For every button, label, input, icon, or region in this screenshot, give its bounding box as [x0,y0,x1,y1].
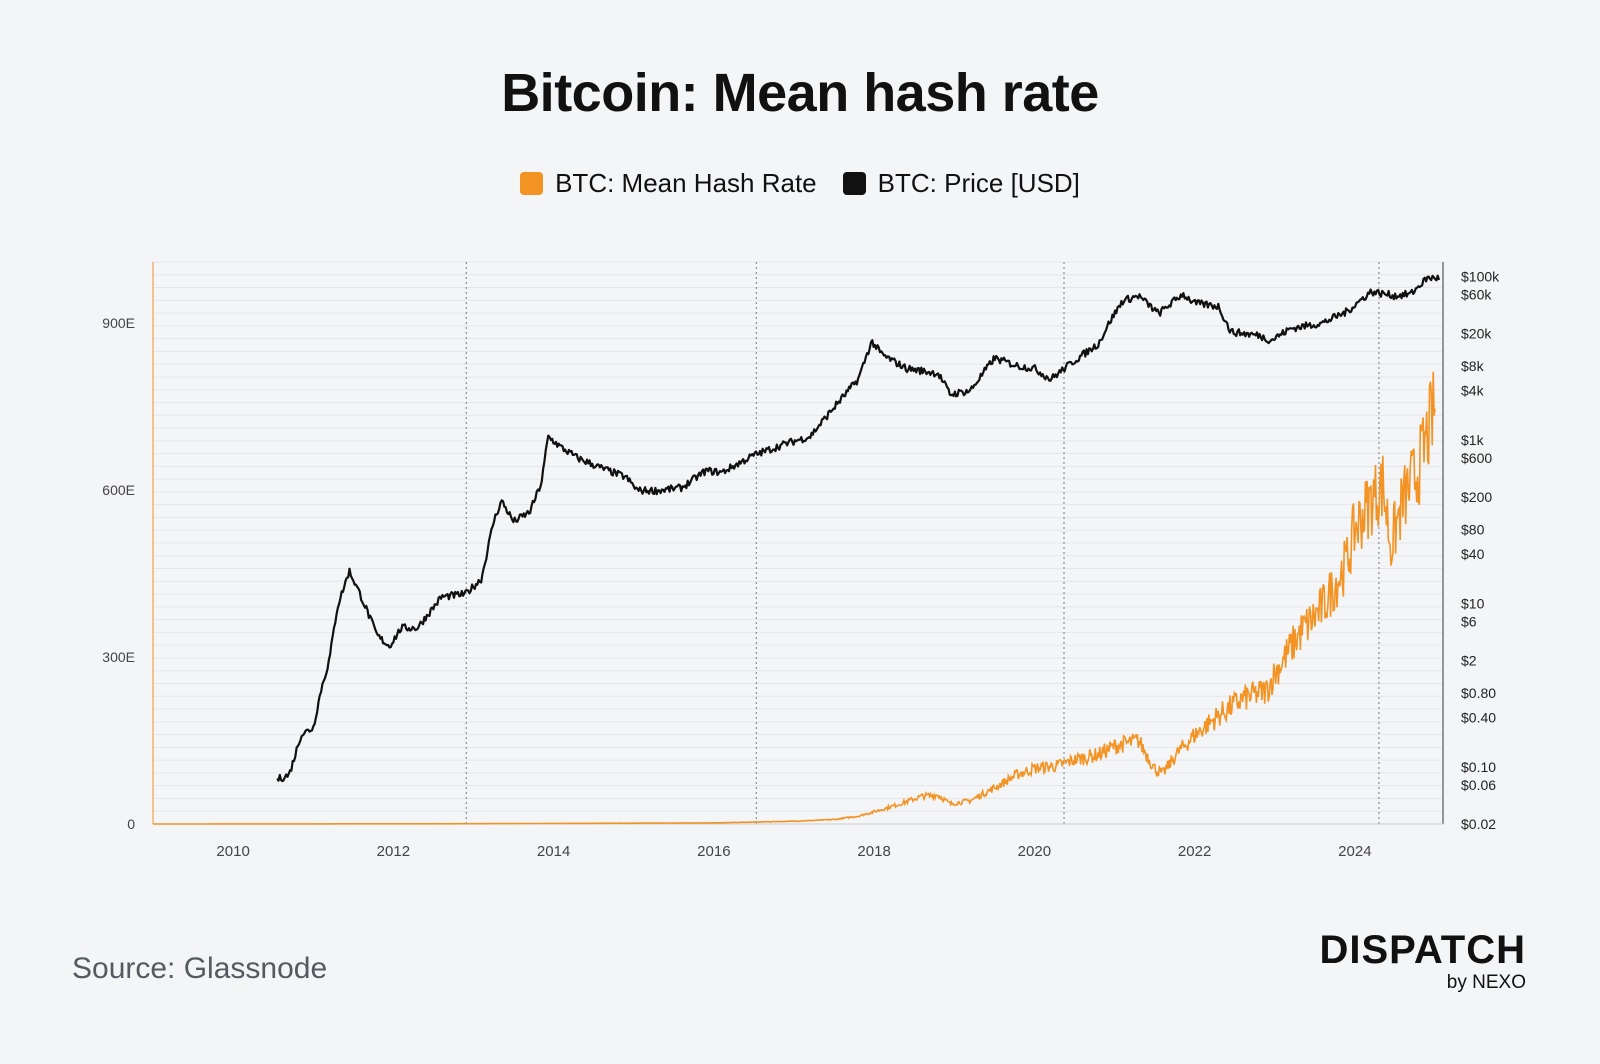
legend-label-price: BTC: Price [USD] [877,168,1080,198]
x-tick-label: 2014 [537,843,570,860]
chart-title: Bitcoin: Mean hash rate [501,63,1099,123]
y-right-tick-label: $0.10 [1461,759,1496,775]
y-right-tick-label: $4k [1461,383,1485,399]
y-right-tick-label: $0.02 [1461,816,1496,832]
y-right-tick-label: $2 [1461,653,1477,669]
legend-swatch-price [842,172,866,195]
y-right-tick-label: $8k [1461,358,1485,374]
x-tick-label: 2010 [216,843,249,860]
legend-item-price: BTC: Price [USD] [842,168,1080,199]
logo-main-text: DISPATCH [1319,928,1526,972]
y-right-tick-label: $6 [1461,614,1477,630]
legend-swatch-hash-rate [520,172,544,195]
y-right-tick-label: $0.06 [1461,777,1496,793]
series-price-line [276,274,1441,783]
y-right-tick-label: $200 [1461,489,1492,505]
x-tick-label: 2018 [857,843,890,860]
y-right-tick-label: $100k [1461,268,1500,284]
y-right-tick-label: $60k [1461,287,1492,303]
legend-item-hash-rate: BTC: Mean Hash Rate [520,168,817,199]
x-tick-label: 2020 [1018,843,1051,860]
x-tick-label: 2012 [377,843,410,860]
y-left-tick-label: 900E [102,315,135,331]
y-right-tick-label: $10 [1461,595,1485,611]
y-right-tick-label: $80 [1461,522,1485,538]
y-right-tick-label: $0.80 [1461,685,1496,701]
y-right-tick-label: $40 [1461,546,1485,562]
x-tick-label: 2022 [1178,843,1211,860]
y-left-tick-label: 300E [102,649,135,665]
y-left-tick-label: 600E [102,482,135,498]
legend: BTC: Mean Hash Rate BTC: Price [USD] [0,168,1600,199]
source-text: Source: Glassnode [72,952,328,985]
y-right-tick-label: $0.40 [1461,710,1496,726]
legend-label-hash-rate: BTC: Mean Hash Rate [555,168,817,198]
y-left-tick-label: 0 [127,816,135,832]
y-right-tick-label: $20k [1461,326,1492,342]
x-tick-label: 2016 [697,843,730,860]
y-right-tick-label: $1k [1461,432,1485,448]
logo-sub-text: by NEXO [1446,972,1526,993]
x-tick-label: 2024 [1338,843,1371,860]
dispatch-logo: DISPATCH by NEXO [1264,930,1526,996]
y-right-tick-label: $600 [1461,450,1492,466]
series-hash-rate-line [153,371,1436,825]
